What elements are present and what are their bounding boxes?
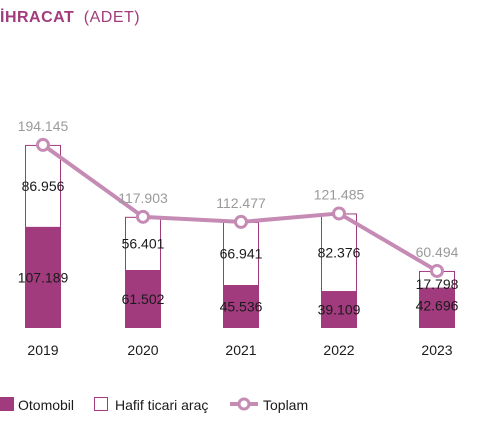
- point-toplam-2021: [234, 214, 248, 229]
- bar-otomobil-2023: [419, 287, 455, 328]
- x-tick-2020: 2020: [127, 342, 158, 358]
- x-axis-ticks: 2019 2020 2021 2022 2023: [27, 342, 452, 358]
- bar-otomobil-2019: [25, 226, 61, 328]
- legend-label-hafif-ticari: Hafif ticari araç: [115, 397, 208, 413]
- bars-layer: [25, 144, 455, 328]
- label-toplam-2023: 60.494: [416, 244, 459, 260]
- label-hafif-ticari-2022: 82.376: [318, 244, 361, 260]
- legend: Otomobil Hafif ticari araç Toplam: [0, 397, 308, 413]
- label-toplam-2020: 117.903: [118, 190, 168, 206]
- chart-title-unit: (ADET): [84, 9, 140, 26]
- chart-title-main: İHRACAT: [0, 8, 74, 26]
- point-toplam-2022: [332, 206, 346, 221]
- label-otomobil-2023: 42.696: [416, 298, 459, 314]
- bar-hafif-ticari-2021: [223, 221, 259, 287]
- label-toplam-2022: 121.485: [314, 186, 365, 202]
- label-hafif-ticari-2019: 86.956: [22, 178, 65, 194]
- labels-layer: 86.956 107.189 194.145 56.401 61.502 117.903 6…: [18, 118, 459, 318]
- bar-otomobil-2020: [125, 270, 161, 328]
- point-toplam-2020: [136, 209, 150, 224]
- legend-label-toplam: Toplam: [263, 397, 308, 413]
- legend-label-otomobil: Otomobil: [18, 397, 74, 413]
- legend-item-otomobil: Otomobil: [0, 397, 74, 413]
- label-hafif-ticari-2023: 17.798: [416, 276, 459, 292]
- label-hafif-ticari-2021: 66.941: [220, 245, 263, 261]
- legend-swatch-hafif-ticari: [94, 397, 108, 411]
- legend-item-hafif-ticari: Hafif ticari araç: [94, 397, 208, 413]
- label-toplam-2019: 194.145: [18, 118, 69, 134]
- legend-marker-toplam: [237, 397, 251, 411]
- label-otomobil-2019: 107.189: [18, 269, 69, 285]
- x-tick-2019: 2019: [27, 342, 58, 358]
- x-tick-2022: 2022: [323, 342, 354, 358]
- label-otomobil-2022: 39.109: [318, 302, 361, 318]
- chart-title: İHRACAT (ADET): [0, 8, 140, 26]
- label-otomobil-2021: 45.536: [220, 299, 263, 315]
- legend-swatch-otomobil: [0, 397, 14, 411]
- bar-hafif-ticari-2019: [25, 144, 61, 228]
- bar-otomobil-2022: [321, 291, 357, 328]
- bar-otomobil-2021: [223, 285, 259, 328]
- label-hafif-ticari-2020: 56.401: [122, 235, 165, 251]
- legend-item-toplam: Toplam: [230, 397, 308, 413]
- total-line-layer: [36, 137, 444, 278]
- x-tick-2023: 2023: [421, 342, 452, 358]
- x-tick-2021: 2021: [225, 342, 256, 358]
- point-toplam-2019: [36, 137, 50, 152]
- label-toplam-2021: 112.477: [216, 195, 266, 211]
- point-toplam-2023: [430, 263, 444, 278]
- label-otomobil-2020: 61.502: [122, 291, 165, 307]
